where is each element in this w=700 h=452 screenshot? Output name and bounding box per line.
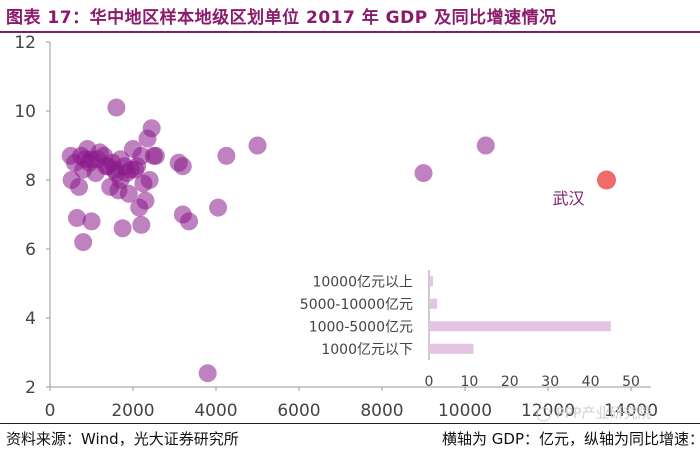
inset-bar: [429, 298, 438, 309]
inset-category-label: 1000-5000亿元: [309, 319, 413, 335]
axes-layer: 2 4 6 8 10 12 0 2000 4000 6000 8000 10000 12000 14000: [14, 33, 658, 421]
scatter-point: [132, 215, 151, 234]
scatter-point: [142, 119, 161, 138]
y-tick-label: 10: [14, 102, 36, 122]
source-note: 资料来源：Wind，光大证券研究所: [6, 430, 239, 448]
inset-bar: [429, 321, 611, 332]
inset-x-tick-label: 40: [582, 374, 600, 390]
inset-category-label: 5000-10000亿元: [300, 297, 413, 313]
scatter-point: [476, 136, 495, 155]
scatter-point: [136, 191, 155, 210]
scatter-point: [248, 136, 267, 155]
annotation-label: 武汉: [553, 189, 585, 208]
x-tick-label: 14000: [604, 401, 658, 421]
chart-title: 图表 17：华中地区样本地级区划单位 2017 年 GDP 及同比增速情况: [6, 8, 557, 28]
inset-bar-chart: 10000亿元以上 5000-10000亿元 1000-5000亿元 1000亿元以下…: [300, 270, 640, 390]
inset-x-tick-label: 30: [541, 374, 559, 390]
inset-x-tick-label: 10: [460, 374, 478, 390]
watermark: ◯ PPP产业研究院: [536, 403, 651, 423]
scatter-point-highlight: [597, 170, 617, 190]
scatter-point: [132, 146, 151, 165]
inset-category-label: 1000亿元以下: [321, 342, 413, 358]
scatter-point: [173, 157, 192, 176]
scatter-point: [119, 184, 138, 203]
x-tick-label: 0: [45, 401, 56, 421]
x-tick-label: 4000: [194, 401, 237, 421]
scatter-point: [217, 146, 236, 165]
labels-layer: 武汉: [553, 189, 585, 208]
y-tick-label: 6: [25, 240, 36, 260]
x-tick-label: 10000: [438, 401, 492, 421]
inset-bar: [429, 343, 474, 354]
scatter-point: [107, 98, 126, 117]
inset-x-tick-label: 50: [622, 374, 640, 390]
y-tick-label: 4: [25, 309, 36, 329]
wechat-icon: ◯: [536, 406, 552, 422]
scatter-point: [67, 208, 86, 227]
axis-note: 横轴为 GDP：亿元，纵轴为同比增速：%: [442, 430, 700, 448]
inset-bar: [429, 276, 434, 287]
x-tick-label: 2000: [111, 401, 154, 421]
points-layer: [61, 98, 617, 383]
scatter-point: [140, 171, 159, 189]
inset-x-tick-label: 0: [425, 374, 434, 390]
x-tick-label: 12000: [521, 401, 575, 421]
scatter-point: [198, 364, 217, 383]
scatter-point: [70, 177, 89, 196]
scatter-point: [82, 212, 101, 231]
y-tick-label: 2: [25, 378, 36, 398]
y-tick-label: 8: [25, 171, 36, 191]
scatter-point: [209, 198, 228, 217]
x-tick-label: 8000: [360, 401, 403, 421]
scatter-point: [180, 212, 199, 231]
scatter-point: [146, 146, 165, 165]
scatter-point: [74, 233, 93, 252]
inset-x-tick-label: 20: [501, 374, 519, 390]
scatter-point: [113, 219, 132, 238]
watermark-text: PPP产业研究院: [556, 406, 652, 422]
title-divider: [0, 31, 700, 33]
footer-divider: [0, 423, 700, 424]
inset-category-label: 10000亿元以上: [312, 274, 413, 290]
scatter-point: [414, 164, 433, 183]
x-tick-label: 6000: [277, 401, 320, 421]
y-tick-label: 12: [14, 33, 36, 53]
